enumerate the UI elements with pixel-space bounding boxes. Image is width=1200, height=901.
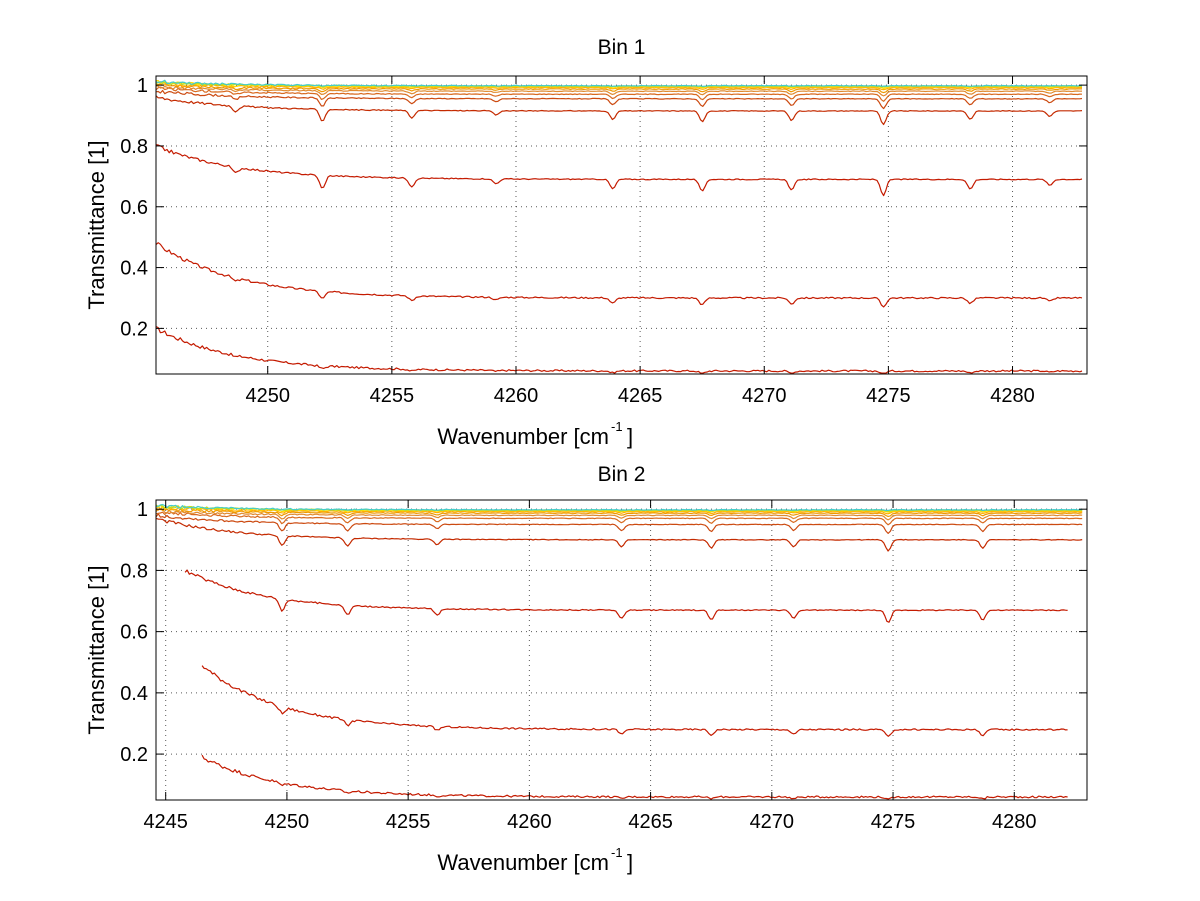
series-line-8 [155, 83, 1082, 94]
series-line-2 [155, 242, 1083, 308]
series-line-1 [155, 325, 1083, 374]
x-tick-label: 4280 [990, 385, 1035, 407]
plot-area-bin-1 [155, 75, 1088, 375]
x-tick-label: 4250 [245, 385, 290, 407]
y-tick-label: 0.6 [120, 197, 148, 219]
series-line-6 [155, 511, 1083, 526]
axis-frame-outline [155, 75, 1088, 375]
series-line-1 [201, 754, 1068, 800]
series-line-9 [155, 505, 1083, 515]
x-axis-label: Wavenumber [cm [437, 424, 609, 449]
x-tick-label: 4275 [866, 385, 911, 407]
x-tick-label: 4265 [618, 385, 663, 407]
x-tick-label: 4255 [386, 811, 431, 833]
x-tick-label: 4250 [265, 811, 310, 833]
y-tick-label: 0.4 [120, 258, 148, 280]
x-axis-label: Wavenumber [cm [437, 850, 609, 875]
x-axis-label-suffix: ] [627, 850, 633, 875]
y-tick-label: 0.6 [120, 622, 148, 644]
y-axis-label: Transmittance [1] [84, 565, 109, 734]
chart-title: Bin 2 [598, 463, 646, 486]
series-line-8 [155, 507, 1083, 517]
x-axis-label-superscript: -1 [611, 419, 623, 434]
x-tick-label: 4260 [494, 385, 539, 407]
y-tick-label: 0.2 [120, 318, 148, 340]
series-line-3 [155, 144, 1083, 197]
y-tick-label: 0.4 [120, 683, 148, 705]
x-tick-label: 4275 [871, 811, 916, 833]
series-line-7 [155, 508, 1083, 521]
ticks-bin-2: 4245 4250 4255 4260 4265 4270 4275 4280 0.2 0.4 0.… [120, 499, 1087, 833]
x-tick-label: 4255 [370, 385, 415, 407]
series-line-5 [155, 513, 1083, 534]
series-line-3 [184, 569, 1068, 623]
x-tick-label: 4260 [507, 811, 552, 833]
y-axis-label: Transmittance [1] [84, 140, 109, 309]
series-line-2 [201, 665, 1068, 737]
series-line-12 [155, 79, 1083, 87]
axis-frame-outline [155, 499, 1088, 801]
ticks-bin-1: 4250 4255 4260 4265 4270 4275 4280 0.2 0.4 0.6 0.8… [120, 75, 1087, 407]
x-axis-label-superscript: -1 [611, 845, 623, 860]
series-line-6 [155, 86, 1083, 102]
series-line-9 [155, 82, 1083, 91]
x-axis-label-suffix: ] [627, 424, 633, 449]
panel-bin-1: 4250 4255 4260 4265 4270 4275 4280 0.2 0.4 0.6 0.8… [84, 36, 1088, 449]
x-tick-label: 4270 [750, 811, 795, 833]
x-tick-label: 4270 [742, 385, 787, 407]
chart-title: Bin 1 [598, 36, 646, 59]
x-tick-label: 4245 [143, 811, 188, 833]
y-tick-label: 0.8 [120, 560, 148, 582]
x-tick-label: 4265 [628, 811, 673, 833]
grid-bin-2 [156, 500, 1087, 800]
y-tick-label: 0.8 [120, 136, 148, 158]
x-tick-label: 4280 [992, 811, 1037, 833]
y-tick-label: 1 [137, 499, 148, 521]
series-line-12 [155, 503, 1083, 512]
series-group-bin-1 [155, 79, 1083, 374]
series-line-4 [155, 95, 1083, 126]
series-line-4 [155, 517, 1083, 552]
series-group-bin-2 [155, 503, 1083, 800]
plot-area-bin-2 [155, 499, 1088, 801]
series-line-7 [155, 85, 1083, 97]
y-tick-label: 0.2 [120, 744, 148, 766]
y-tick-label: 1 [137, 75, 148, 97]
panel-bin-2: 4245 4250 4255 4260 4265 4270 4275 4280 0.2 0.4 0.… [84, 463, 1088, 875]
series-line-5 [155, 89, 1083, 110]
